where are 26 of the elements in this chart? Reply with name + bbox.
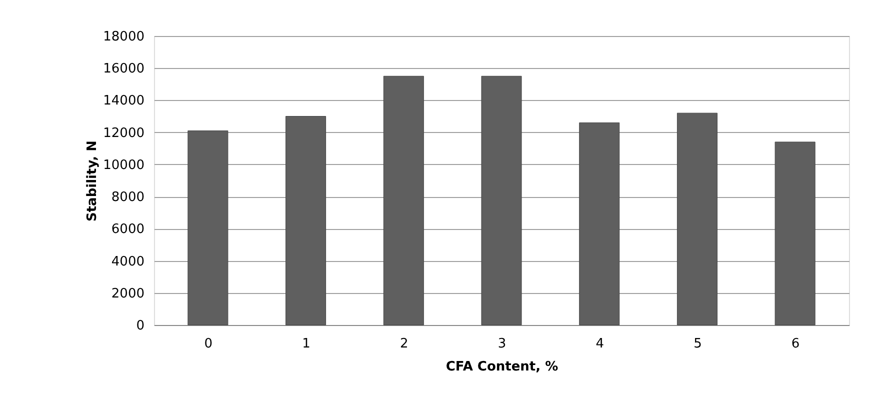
x-axis-title: CFA Content, % bbox=[446, 360, 558, 374]
y-tick-label: 10000 bbox=[103, 158, 144, 173]
y-tick-label: 12000 bbox=[103, 126, 144, 141]
x-tick-label: 3 bbox=[498, 336, 506, 352]
y-tick-label: 0 bbox=[136, 318, 144, 334]
y-axis-title: Stability, N bbox=[85, 140, 100, 222]
x-tick-label: 0 bbox=[204, 336, 213, 352]
x-tick-label: 1 bbox=[302, 336, 310, 352]
y-tick-label: 6000 bbox=[111, 222, 144, 238]
bar bbox=[774, 142, 816, 326]
bar bbox=[286, 116, 326, 326]
y-tick-label: 16000 bbox=[103, 62, 144, 77]
y-tick-label: 8000 bbox=[111, 190, 144, 206]
bar bbox=[188, 130, 228, 326]
x-tick-label: 2 bbox=[400, 336, 408, 352]
x-tick-label: 5 bbox=[694, 336, 702, 352]
y-tick-label: 14000 bbox=[103, 94, 144, 109]
y-tick-label: 2000 bbox=[111, 286, 144, 302]
y-tick-label: 18000 bbox=[103, 30, 144, 44]
x-tick-label: 4 bbox=[596, 336, 604, 352]
x-tick-label: 6 bbox=[791, 336, 800, 352]
bar bbox=[579, 122, 620, 326]
y-tick-label: 4000 bbox=[111, 254, 144, 270]
bar bbox=[383, 76, 424, 326]
bar bbox=[676, 112, 718, 326]
bar bbox=[481, 76, 522, 326]
